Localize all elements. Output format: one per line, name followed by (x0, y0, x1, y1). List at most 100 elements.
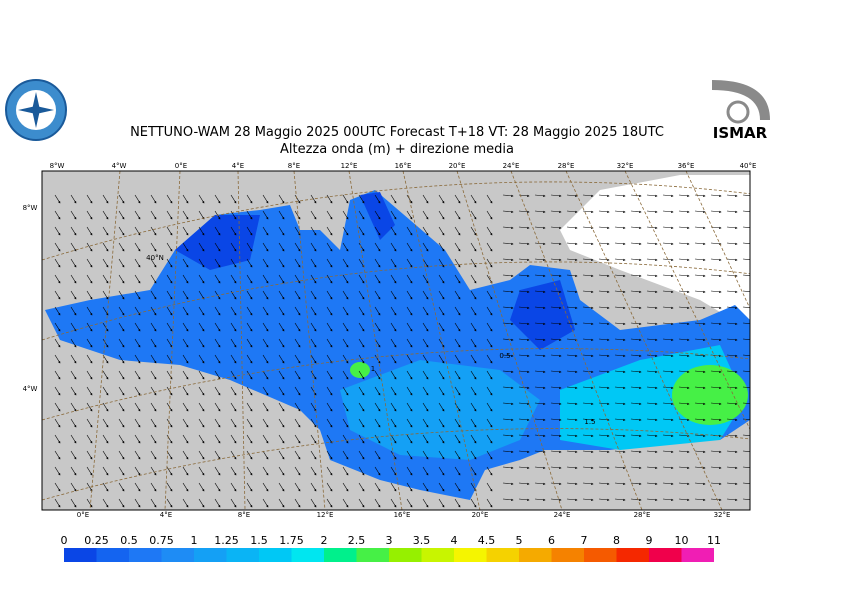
wave-arrow (118, 482, 125, 492)
wave-arrow (438, 274, 445, 284)
wave-arrow (134, 418, 141, 428)
wave-arrow (422, 258, 429, 268)
wave-arrow (502, 274, 514, 278)
wave-arrow (182, 386, 189, 396)
wave-arrow (742, 322, 750, 325)
wave-arrow (230, 466, 237, 476)
wave-arrow (214, 242, 221, 252)
wave-arrow (582, 498, 594, 502)
wave-arrow (54, 242, 61, 252)
wave-arrow (134, 322, 141, 332)
wave-arrow (150, 338, 157, 348)
wave-arrow (278, 498, 285, 508)
wave-arrow (278, 226, 285, 236)
wave-arrow (630, 354, 642, 358)
wave-arrow (134, 210, 141, 220)
wave-arrow (118, 306, 125, 316)
wave-arrow (374, 450, 381, 460)
wave-arrow (278, 418, 285, 428)
colorbar-swatch (291, 548, 324, 562)
wave-arrow (630, 450, 642, 454)
wave-arrow (70, 306, 77, 316)
wave-arrow (358, 450, 365, 460)
wave-arrow (470, 194, 477, 204)
wave-arrow (70, 290, 77, 300)
wave-arrow (646, 498, 658, 502)
wave-arrow (342, 338, 349, 348)
wave-arrow (534, 194, 546, 198)
wave-arrow (390, 482, 397, 492)
wave-arrow (710, 258, 722, 262)
wave-arrow (678, 386, 690, 390)
wave-arrow (118, 418, 125, 428)
wave-arrow (502, 482, 514, 486)
wave-arrow (166, 242, 173, 252)
wave-arrow (406, 290, 413, 300)
wave-arrow (246, 354, 253, 364)
graticule-label: 40°E (740, 162, 757, 170)
wave-arrow (486, 450, 493, 460)
wave-arrow (694, 274, 706, 278)
wave-arrow (358, 226, 365, 236)
wave-arrow (150, 466, 157, 476)
wave-arrow (566, 354, 578, 358)
wave-arrow (134, 354, 141, 364)
wave-arrow (230, 370, 237, 380)
wave-arrow (406, 338, 413, 348)
wave-arrow (230, 194, 237, 204)
wave-arrow (726, 482, 738, 486)
colorbar-swatch (129, 548, 162, 562)
wave-arrow (486, 306, 493, 316)
wave-arrow (422, 274, 429, 284)
wave-arrow (214, 210, 221, 220)
wave-arrow (550, 450, 562, 454)
wave-arrow (166, 434, 173, 444)
wave-arrow (694, 418, 706, 422)
graticule-label: 4°W (112, 162, 127, 170)
wave-arrow (198, 450, 205, 460)
wave-arrow (134, 258, 141, 268)
wave-arrow (454, 482, 461, 492)
wave-arrow (358, 322, 365, 332)
wave-arrow (422, 370, 429, 380)
wave-arrow (70, 498, 77, 508)
wave-arrow (630, 402, 642, 406)
wave-arrow (198, 274, 205, 284)
graticule-label: 16°E (394, 511, 411, 519)
wave-arrow (182, 258, 189, 268)
wave-arrow (550, 466, 562, 470)
wave-arrow (326, 258, 333, 268)
wave-arrow (102, 242, 109, 252)
wave-arrow (438, 402, 445, 412)
wave-arrow (470, 258, 477, 268)
wave-arrow (262, 338, 269, 348)
wave-arrow (102, 450, 109, 460)
contour-label: 1 (371, 365, 375, 373)
wave-arrow (630, 386, 642, 390)
wave-arrow (550, 386, 562, 390)
wave-arrow (438, 194, 445, 204)
wave-arrow (230, 450, 237, 460)
wave-arrow (502, 466, 514, 470)
wave-arrow (182, 306, 189, 316)
wave-arrow (342, 354, 349, 364)
wave-arrow (310, 498, 317, 508)
wave-arrow (710, 418, 722, 422)
wave-arrow (486, 386, 493, 396)
wave-arrow (486, 402, 493, 412)
wave-arrow (326, 242, 333, 252)
graticule-label: 4°E (160, 511, 172, 519)
wave-arrow (182, 402, 189, 412)
wave-arrow (566, 306, 578, 310)
wave-arrow (358, 274, 365, 284)
wave-arrow (534, 450, 546, 454)
wave-arrow (54, 306, 61, 316)
wave-arrow (342, 466, 349, 476)
wave-arrow (230, 338, 237, 348)
wave-arrow (454, 290, 461, 300)
wave-arrow (582, 386, 594, 390)
wave-arrow (310, 370, 317, 380)
wave-arrow (662, 498, 674, 502)
wave-arrow (278, 450, 285, 460)
wave-arrow (678, 466, 690, 470)
